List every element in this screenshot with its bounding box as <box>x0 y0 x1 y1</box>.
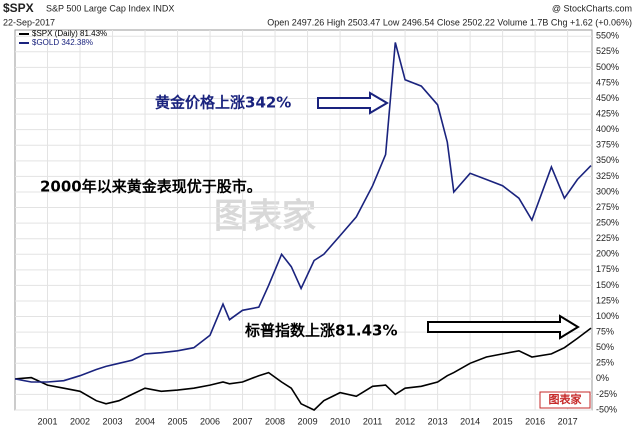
y-tick-label: 250% <box>596 217 619 227</box>
x-tick-label: 2002 <box>70 416 90 426</box>
y-tick-label: 550% <box>596 31 619 41</box>
x-tick-label: 2013 <box>428 416 448 426</box>
annotation: 黄金价格上涨342% <box>155 94 291 112</box>
legend-label: $SPX (Daily) 81.43% <box>32 29 107 38</box>
logo: 图表家 <box>549 392 583 406</box>
y-tick-label: 425% <box>596 108 619 118</box>
y-tick-label: 100% <box>596 311 619 321</box>
annotation: 标普指数上涨81.43% <box>244 322 397 340</box>
annotation: 2000年以来黄金表现优于股市。 <box>40 178 262 196</box>
x-tick-label: 2005 <box>168 416 188 426</box>
y-tick-label: -50% <box>596 404 617 414</box>
y-tick-label: 475% <box>596 77 619 87</box>
y-tick-label: 300% <box>596 186 619 196</box>
y-tick-label: 400% <box>596 124 619 134</box>
series-line <box>14 327 592 411</box>
x-tick-label: 2012 <box>395 416 415 426</box>
x-tick-label: 2016 <box>525 416 545 426</box>
date: 22-Sep-2017 <box>3 17 55 27</box>
quote: Open 2497.26 High 2503.47 Low 2496.54 Cl… <box>267 17 632 27</box>
arrow <box>317 91 389 115</box>
x-tick-label: 2003 <box>103 416 123 426</box>
x-tick-label: 2017 <box>558 416 578 426</box>
y-tick-label: 500% <box>596 62 619 72</box>
x-tick-label: 2014 <box>460 416 480 426</box>
index-name: S&P 500 Large Cap Index INDX <box>46 3 174 13</box>
x-tick-label: 2009 <box>298 416 318 426</box>
y-tick-label: 50% <box>596 342 614 352</box>
x-tick-label: 2011 <box>363 416 382 426</box>
x-tick-label: 2008 <box>265 416 285 426</box>
x-tick-label: 2004 <box>135 416 155 426</box>
y-tick-label: 350% <box>596 155 619 165</box>
y-tick-label: 225% <box>596 233 619 243</box>
y-tick-label: 150% <box>596 280 619 290</box>
symbol: $SPX <box>3 1 34 15</box>
x-tick-label: 2001 <box>37 416 57 426</box>
logo-box <box>539 391 591 409</box>
y-tick-label: 275% <box>596 202 619 212</box>
y-tick-label: 125% <box>596 295 619 305</box>
x-tick-label: 2010 <box>330 416 350 426</box>
y-tick-label: 375% <box>596 140 619 150</box>
series-line <box>14 42 592 383</box>
x-tick-label: 2015 <box>493 416 513 426</box>
y-tick-label: 175% <box>596 264 619 274</box>
y-tick-label: 75% <box>596 327 614 337</box>
arrow <box>427 314 580 340</box>
legend-label: $GOLD 342.38% <box>32 38 93 47</box>
y-tick-label: -25% <box>596 389 617 399</box>
x-tick-label: 2007 <box>233 416 253 426</box>
y-tick-label: 325% <box>596 171 619 181</box>
y-tick-label: 525% <box>596 46 619 56</box>
y-tick-label: 25% <box>596 358 614 368</box>
y-tick-label: 200% <box>596 249 619 259</box>
y-tick-label: 450% <box>596 93 619 103</box>
x-tick-label: 2006 <box>200 416 220 426</box>
y-tick-label: 0% <box>596 373 609 383</box>
source: @ StockCharts.com <box>552 3 632 13</box>
watermark: 图表家 <box>214 197 316 237</box>
